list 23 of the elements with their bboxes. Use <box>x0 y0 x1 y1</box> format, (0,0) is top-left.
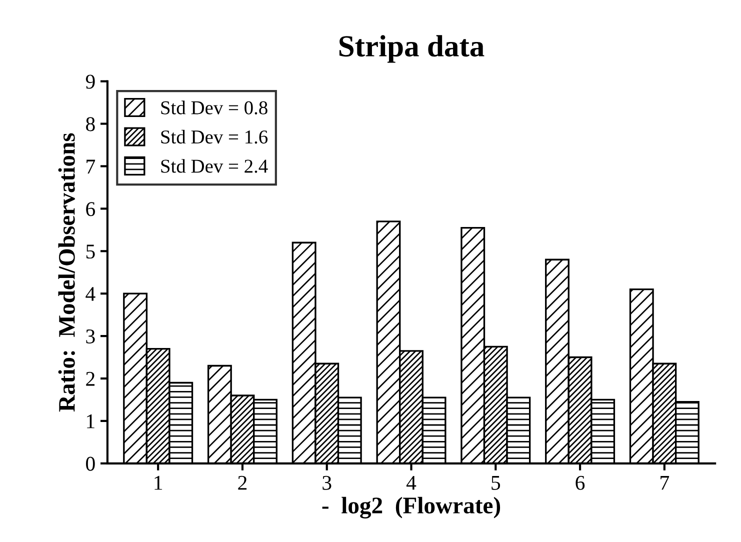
y-tick-label: 5 <box>86 244 95 259</box>
x-tick-label: 7 <box>660 476 670 490</box>
y-tick-label: 2 <box>86 372 94 386</box>
y-tick-label: 6 <box>86 202 96 216</box>
legend-label: Std Dev = 2.4 <box>161 159 268 173</box>
x-tick-label: 6 <box>576 476 585 490</box>
y-tick-label: 7 <box>86 160 96 174</box>
legend-label: Std Dev = 1.6 <box>161 130 268 144</box>
y-tick-label: 1 <box>87 414 94 428</box>
chart-title: Stripa data <box>339 35 484 63</box>
x-tick-label: 2 <box>238 476 247 490</box>
y-tick-label: 8 <box>86 117 95 132</box>
x-tick-label: 1 <box>154 476 162 490</box>
legend-label: Std Dev = 0.8 <box>161 100 268 114</box>
y-axis-title: Ratio: Model/Observations <box>58 133 75 412</box>
y-tick-label: 0 <box>86 456 95 471</box>
y-tick-label: 9 <box>86 74 95 89</box>
y-tick-label: 4 <box>86 287 96 301</box>
x-tick-label: 4 <box>406 476 416 490</box>
x-tick-label: 3 <box>322 476 332 490</box>
x-tick-label: 5 <box>492 476 500 490</box>
y-tick-label: 3 <box>86 329 95 344</box>
x-axis-title: - log2 (Flowrate) <box>322 496 500 518</box>
